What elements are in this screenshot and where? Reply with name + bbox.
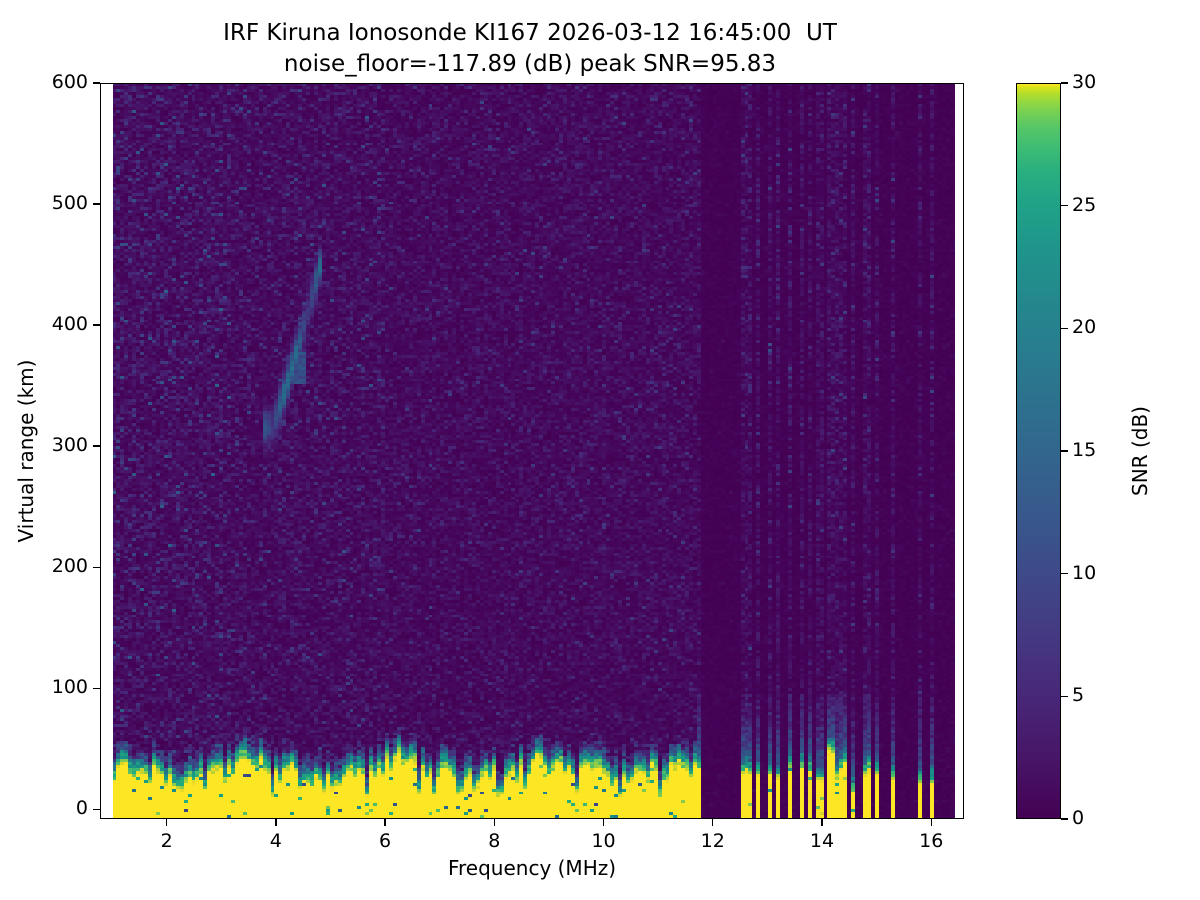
y-tick-label: 600	[51, 71, 88, 93]
title-line-2: noise_floor=-117.89 (dB) peak SNR=95.83	[283, 51, 777, 77]
y-tick-mark	[93, 566, 100, 568]
colorbar-tick-label: 25	[1072, 193, 1097, 216]
x-tick-mark	[384, 819, 386, 826]
y-tick-label: 200	[51, 555, 88, 578]
y-tick-mark	[93, 445, 100, 447]
x-tick-label: 6	[379, 830, 392, 852]
x-tick-mark	[821, 819, 823, 826]
y-tick-label: 300	[51, 434, 88, 457]
colorbar-tick-label: 20	[1072, 316, 1097, 339]
colorbar-tick-mark	[1061, 450, 1068, 452]
x-tick-label: 2	[160, 830, 173, 852]
colorbar-tick-mark	[1061, 82, 1068, 84]
x-tick-label: 8	[488, 830, 501, 852]
colorbar-tick-mark	[1061, 572, 1068, 575]
x-tick-mark	[275, 819, 277, 826]
y-tick-label: 100	[51, 676, 88, 699]
x-tick-mark	[602, 819, 605, 826]
y-tick-mark	[93, 203, 100, 205]
x-tick-mark	[712, 819, 714, 826]
x-axis-label: Frequency (MHz)	[447, 856, 617, 880]
y-tick-mark	[93, 324, 100, 326]
colorbar-tick-mark	[1061, 818, 1068, 820]
y-tick-mark	[93, 808, 100, 810]
colorbar-tick-label: 5	[1072, 684, 1085, 707]
figure-title: IRF Kiruna Ionosonde KI167 2026-03-12 16…	[0, 18, 1060, 80]
ionogram-heatmap	[101, 84, 963, 818]
y-tick-mark	[93, 82, 100, 84]
plot-axes	[100, 83, 964, 819]
y-tick-mark	[93, 687, 100, 689]
colorbar-tick-label: 15	[1072, 439, 1097, 461]
x-tick-mark	[165, 819, 168, 826]
x-tick-mark	[930, 819, 932, 826]
colorbar-tick-label: 0	[1072, 807, 1085, 829]
y-tick-label: 0	[75, 797, 88, 820]
x-tick-label: 4	[269, 830, 282, 852]
colorbar-tick-mark	[1061, 695, 1068, 698]
colorbar-tick-label: 30	[1072, 71, 1097, 93]
y-tick-label: 500	[51, 192, 88, 215]
colorbar-label: SNR (dB)	[1128, 406, 1152, 496]
x-tick-mark	[493, 819, 495, 826]
y-tick-label: 400	[51, 313, 88, 336]
x-tick-label: 16	[919, 830, 944, 852]
x-tick-label: 10	[591, 830, 616, 852]
title-line-1: IRF Kiruna Ionosonde KI167 2026-03-12 16…	[223, 20, 837, 46]
colorbar-tick-mark	[1061, 327, 1068, 330]
colorbar-tick-label: 10	[1072, 561, 1097, 584]
y-axis-label: Virtual range (km)	[14, 359, 38, 543]
x-tick-label: 14	[809, 830, 835, 852]
x-tick-label: 12	[700, 830, 725, 852]
colorbar-gradient	[1016, 83, 1061, 819]
colorbar-tick-mark	[1061, 204, 1068, 207]
